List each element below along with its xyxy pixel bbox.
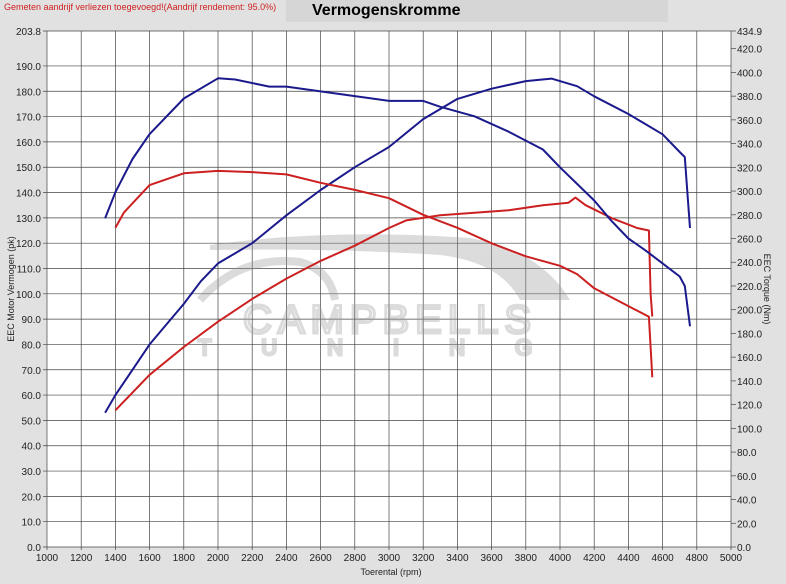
x-tick-label: 1600 (138, 553, 161, 564)
y2-tick-label: 160.0 (737, 353, 762, 364)
x-tick-label: 2400 (275, 553, 298, 564)
x-tick-label: 4400 (617, 553, 640, 564)
chart-title: Vermogenskromme (312, 2, 461, 19)
x-tick-label: 2600 (309, 553, 332, 564)
x-tick-label: 4000 (549, 553, 572, 564)
x-tick-label: 1200 (70, 553, 93, 564)
y-tick-label: 130.0 (16, 214, 41, 225)
y-tick-label: 100.0 (16, 290, 41, 301)
y2-tick-label: 40.0 (737, 496, 757, 507)
y2-tick-label: 140.0 (737, 377, 762, 388)
x-tick-label: 1000 (36, 553, 59, 564)
drivetrain-loss-note: Gemeten aandrijf verliezen toegevoegd!(A… (4, 2, 277, 12)
y-tick-label: 203.8 (16, 27, 41, 38)
x-tick-label: 2200 (241, 553, 264, 564)
watermark-line2: TUNING (198, 335, 582, 360)
x-tick-label: 4200 (583, 553, 606, 564)
y2-tick-label: 420.0 (737, 45, 762, 56)
title-bar: Vermogenskromme (286, 0, 668, 22)
x-tick-label: 3800 (515, 553, 538, 564)
y-tick-label: 90.0 (22, 315, 42, 326)
y-tick-label: 190.0 (16, 62, 41, 73)
y-tick-label: 170.0 (16, 113, 41, 124)
y2-tick-label: 200.0 (737, 306, 762, 317)
y-tick-label: 140.0 (16, 189, 41, 200)
y-axis-label: EEC Motor Vermogen (pk) (6, 236, 16, 342)
y2-tick-label: 434.9 (737, 27, 762, 38)
x-tick-label: 1400 (104, 553, 127, 564)
x-axis-label: Toerental (rpm) (360, 567, 421, 577)
x-tick-label: 3600 (480, 553, 503, 564)
y2-tick-label: 60.0 (737, 472, 757, 483)
y2-tick-label: 240.0 (737, 258, 762, 269)
y-tick-label: 10.0 (22, 518, 42, 529)
y2-tick-label: 400.0 (737, 68, 762, 79)
y2-axis-label: EEC Torque (Nm) (762, 254, 772, 325)
y2-tick-label: 100.0 (737, 424, 762, 435)
x-tick-label: 1800 (173, 553, 196, 564)
power-line-stock (114, 196, 654, 411)
y2-tick-label: 120.0 (737, 401, 762, 412)
y2-tick-label: 0.0 (737, 543, 751, 554)
y2-tick-label: 220.0 (737, 282, 762, 293)
x-tick-label: 4800 (686, 553, 709, 564)
x-tick-label: 4600 (651, 553, 674, 564)
y-tick-label: 0.0 (27, 543, 41, 554)
y2-tick-label: 20.0 (737, 519, 757, 530)
y-tick-label: 60.0 (22, 391, 42, 402)
y-tick-label: 40.0 (22, 442, 42, 453)
y2-tick-label: 380.0 (737, 92, 762, 103)
x-tick-label: 3400 (446, 553, 469, 564)
y2-tick-label: 280.0 (737, 211, 762, 222)
y-tick-label: 80.0 (22, 340, 42, 351)
y-tick-label: 180.0 (16, 87, 41, 98)
campbells-tuning-watermark: CAMPBELLS TUNING (196, 234, 582, 362)
y2-tick-label: 320.0 (737, 163, 762, 174)
watermark-line1: CAMPBELLS (243, 298, 537, 342)
y-tick-label: 20.0 (22, 492, 42, 503)
power-line-tuned (104, 77, 691, 414)
y2-tick-label: 340.0 (737, 140, 762, 151)
y2-tick-label: 260.0 (737, 235, 762, 246)
x-tick-label: 2000 (207, 553, 230, 564)
x-tick-label: 3000 (378, 553, 401, 564)
y-tick-label: 30.0 (22, 467, 42, 478)
y2-tick-label: 180.0 (737, 329, 762, 340)
y2-tick-label: 360.0 (737, 116, 762, 127)
x-tick-label: 5000 (720, 553, 743, 564)
y-tick-label: 50.0 (22, 416, 42, 427)
torque-line-stock (114, 169, 654, 378)
y-tick-label: 70.0 (22, 366, 42, 377)
torque-line-tuned (104, 77, 691, 327)
x-tick-label: 3200 (412, 553, 435, 564)
x-tick-label: 2800 (344, 553, 367, 564)
y-tick-label: 110.0 (17, 264, 42, 275)
y-tick-label: 150.0 (16, 163, 41, 174)
y2-tick-label: 80.0 (737, 448, 757, 459)
y2-tick-label: 300.0 (737, 187, 762, 198)
y-tick-label: 120.0 (16, 239, 41, 250)
y-tick-label: 160.0 (16, 138, 41, 149)
